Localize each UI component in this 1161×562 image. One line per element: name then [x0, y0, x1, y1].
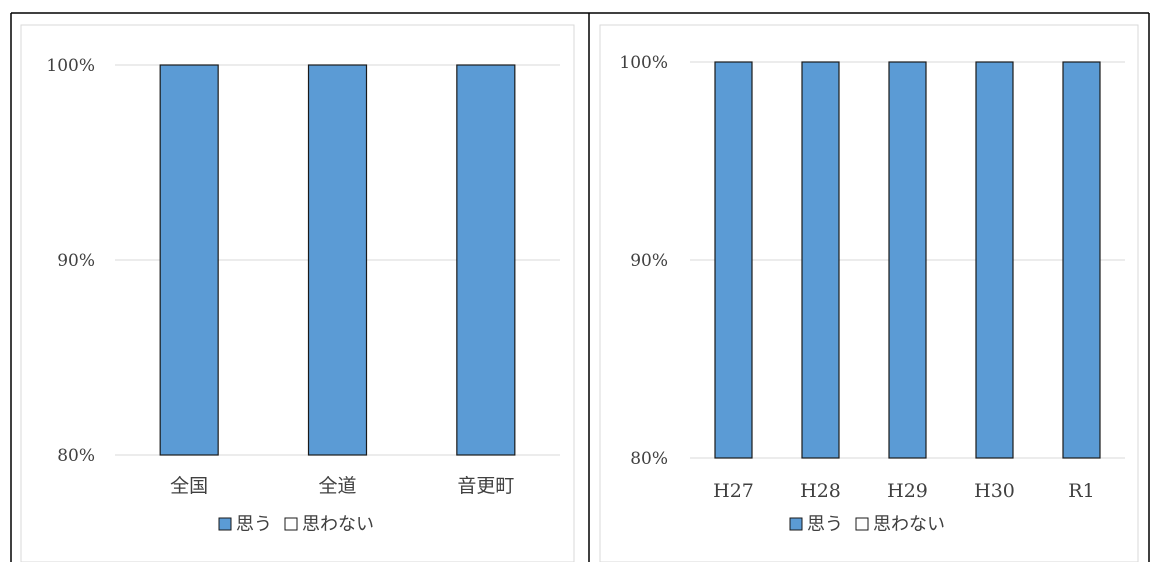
bar-omou	[888, 61, 927, 459]
category-label: 全国	[170, 475, 208, 497]
legend-label-omowanai: 思わない	[873, 514, 945, 535]
legend-swatch	[855, 517, 869, 531]
y-tick-label: 100%	[46, 56, 95, 76]
category-label: H30	[974, 480, 1015, 502]
legend-label-omou: 思う	[236, 514, 272, 535]
y-tick-label: 100%	[619, 53, 668, 73]
bar-omou	[307, 64, 368, 456]
legend-swatch	[218, 517, 232, 531]
category-label: H28	[800, 480, 841, 502]
legend-label-omowanai: 思わない	[302, 514, 374, 535]
legend-label-omou: 思う	[807, 514, 843, 535]
y-tick-label: 80%	[630, 449, 668, 469]
category-label: H27	[713, 480, 754, 502]
bar-omou	[975, 61, 1014, 459]
bar-omou	[159, 64, 219, 456]
category-label: 全道	[318, 475, 356, 497]
legend-swatch	[789, 517, 803, 531]
y-tick-label: 80%	[57, 446, 95, 466]
category-label: H29	[887, 480, 928, 502]
bar-omou	[1062, 61, 1101, 459]
y-tick-label: 90%	[630, 251, 668, 271]
chart-right-panel	[599, 24, 1139, 562]
bar-omou	[714, 61, 753, 459]
category-label: R1	[1068, 480, 1094, 502]
category-label: 音更町	[457, 475, 514, 497]
chart-right: 80% 90% 100% H27 H28 H29 H30 R1 思う 思わない	[619, 53, 1125, 535]
y-tick-label: 90%	[57, 251, 95, 271]
legend-swatch	[284, 517, 298, 531]
bar-omou	[456, 64, 516, 456]
bar-omou	[801, 61, 840, 459]
